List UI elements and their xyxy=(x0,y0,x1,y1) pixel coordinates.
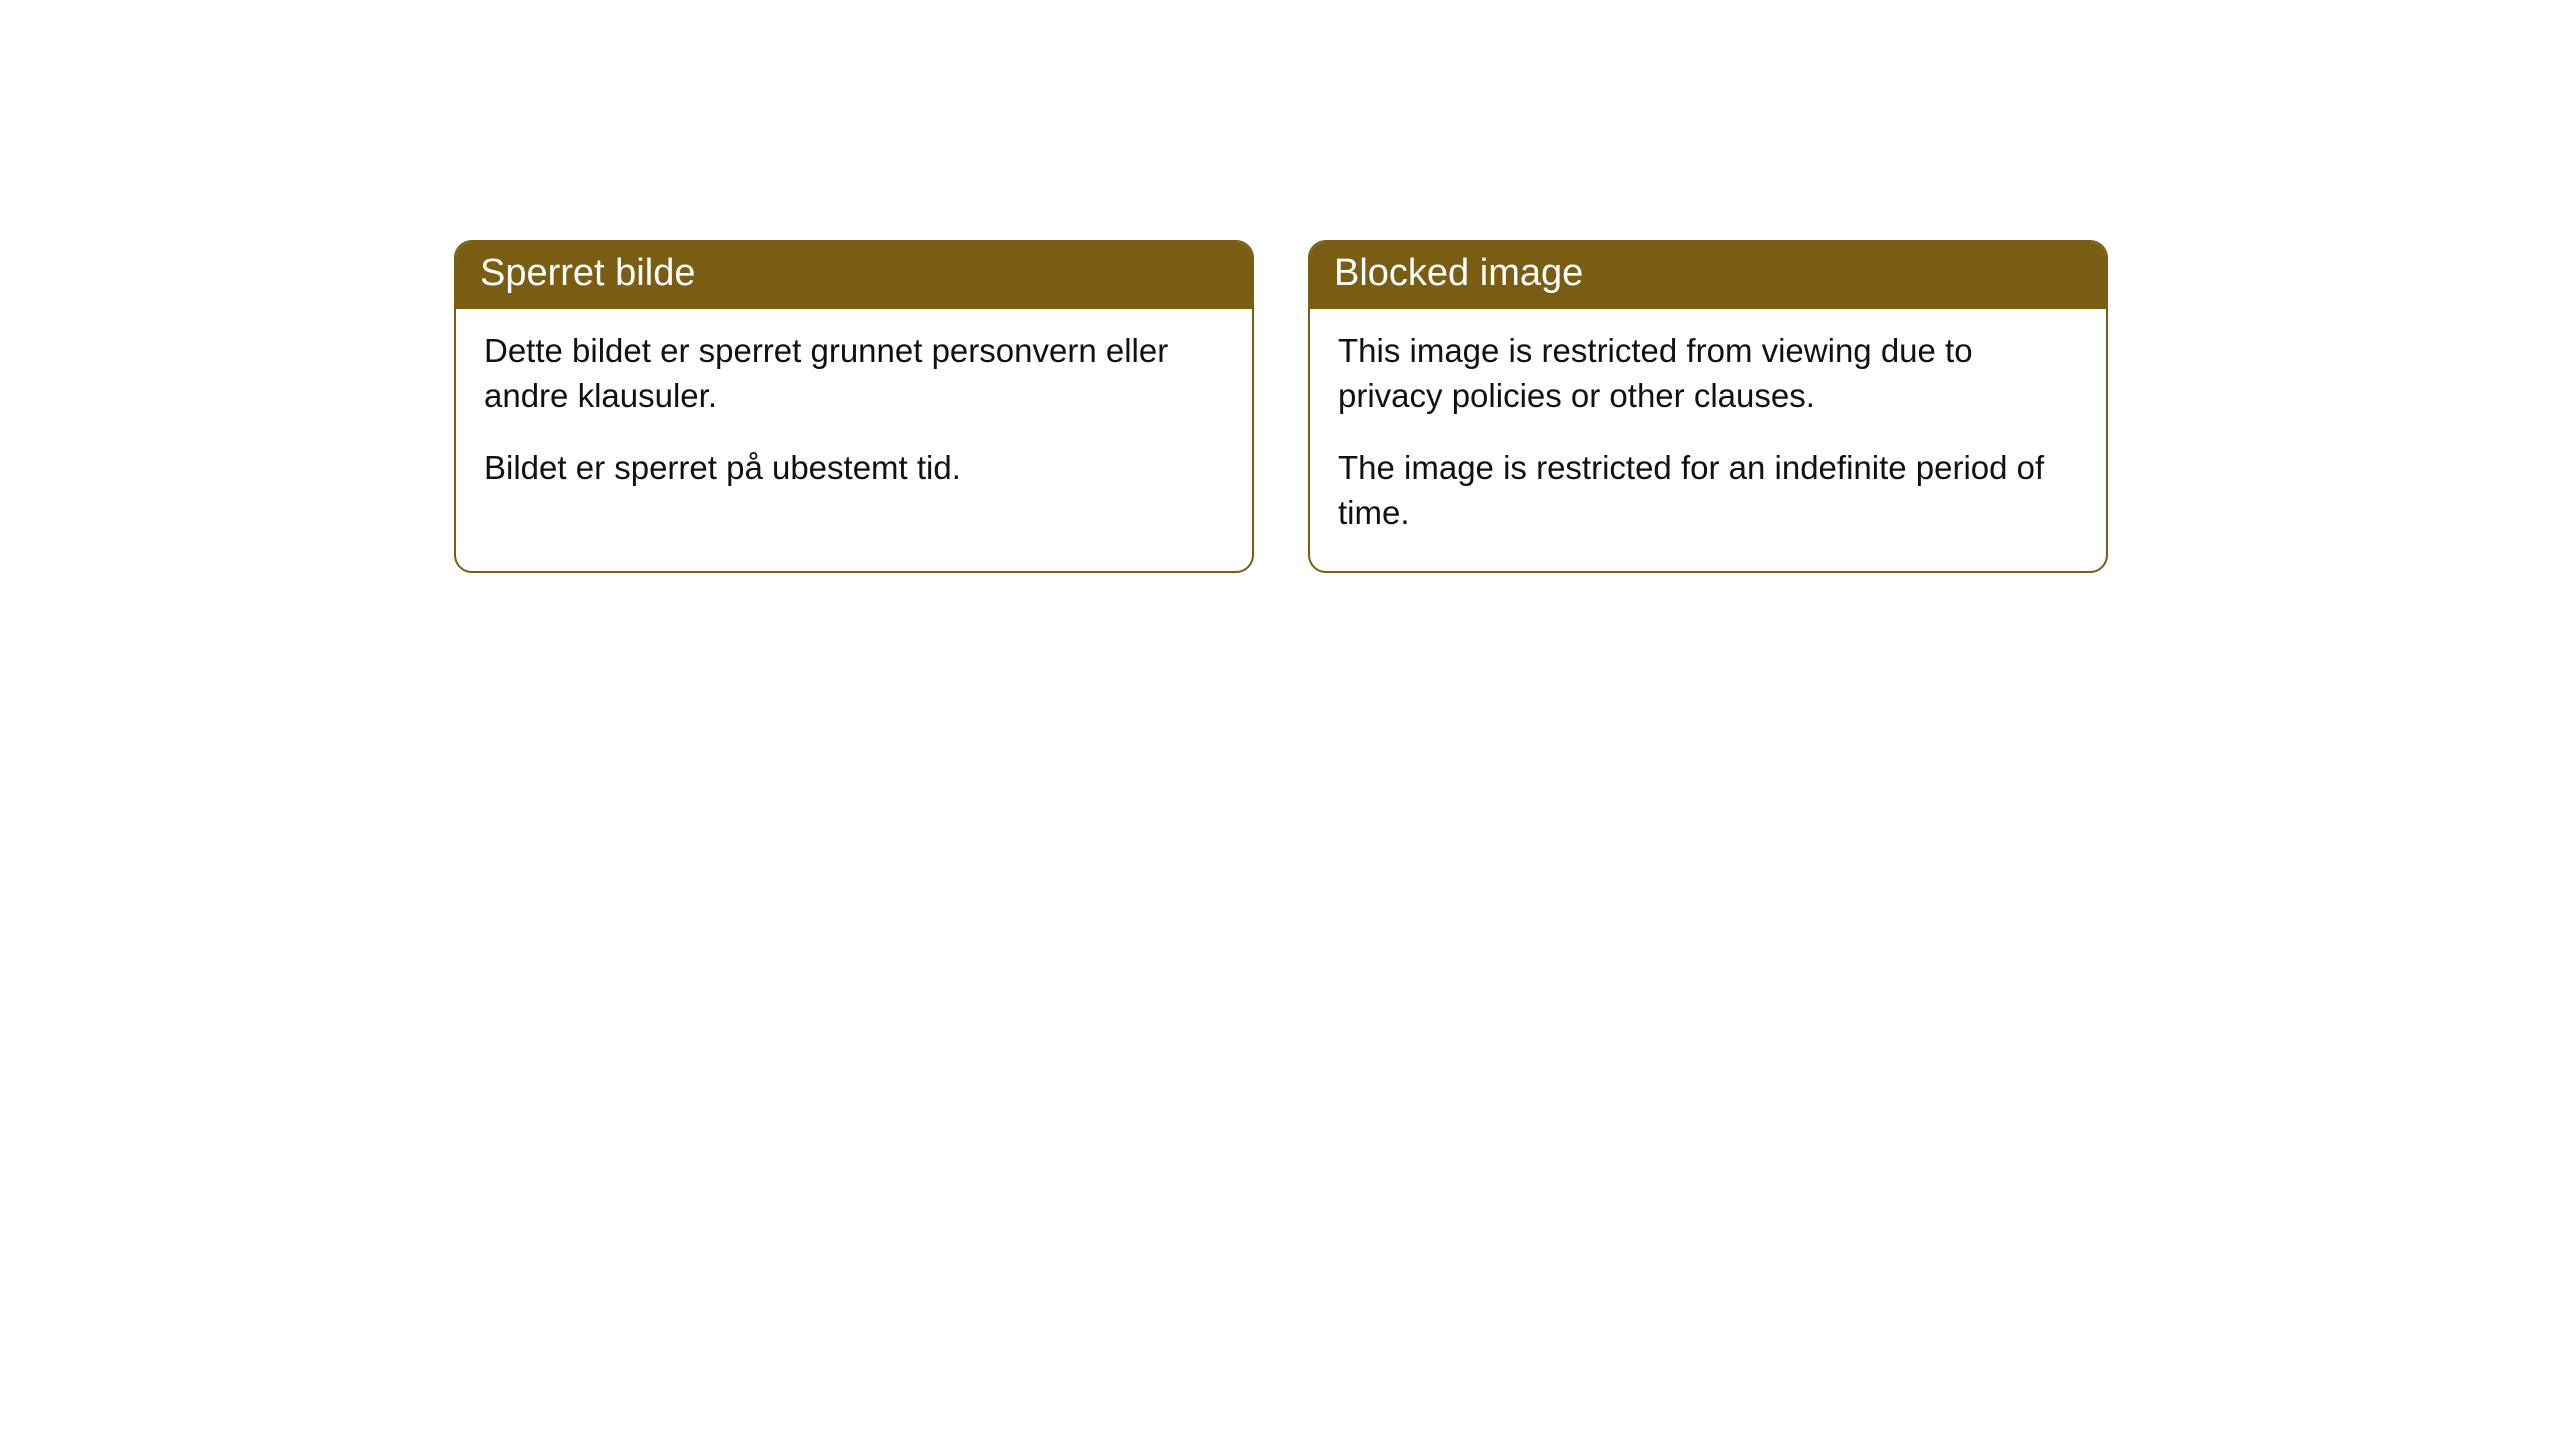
card-body-english: This image is restricted from viewing du… xyxy=(1310,309,2106,571)
blocked-image-card-english: Blocked image This image is restricted f… xyxy=(1308,240,2108,573)
notice-cards-container: Sperret bilde Dette bildet er sperret gr… xyxy=(454,240,2108,573)
card-body-norwegian: Dette bildet er sperret grunnet personve… xyxy=(456,309,1252,527)
card-paragraph: The image is restricted for an indefinit… xyxy=(1338,446,2078,535)
card-title-english: Blocked image xyxy=(1310,242,2106,309)
blocked-image-card-norwegian: Sperret bilde Dette bildet er sperret gr… xyxy=(454,240,1254,573)
card-title-norwegian: Sperret bilde xyxy=(456,242,1252,309)
card-paragraph: Bildet er sperret på ubestemt tid. xyxy=(484,446,1224,491)
card-paragraph: Dette bildet er sperret grunnet personve… xyxy=(484,329,1224,418)
card-paragraph: This image is restricted from viewing du… xyxy=(1338,329,2078,418)
